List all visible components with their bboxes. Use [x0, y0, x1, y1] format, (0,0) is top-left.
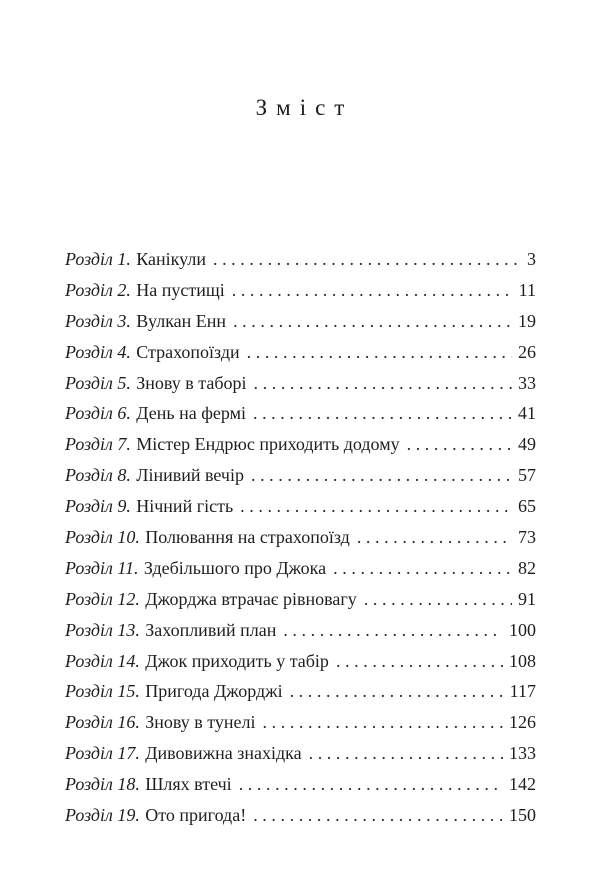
- toc-entry: Розділ 10. Полювання на страхопоїзд 73: [65, 522, 536, 553]
- toc-dot-leader: [336, 646, 503, 677]
- toc-dot-leader: [213, 244, 521, 275]
- toc-page-number: 65: [518, 496, 536, 517]
- toc-entry: Розділ 4. Страхопоїзди 26: [65, 337, 536, 368]
- toc-dot-leader: [263, 707, 503, 738]
- toc-entry-title: Джорджа втрачає рівновагу: [145, 588, 357, 609]
- toc-dot-leader: [253, 800, 503, 831]
- toc-entry-title: Полювання на страхопоїзд: [145, 527, 350, 548]
- toc-dot-leader: [251, 460, 512, 491]
- toc-dot-leader: [233, 306, 512, 337]
- toc-entry-chapter-label: Розділ 2.: [65, 279, 131, 300]
- toc-entry-title: Ото пригода!: [145, 805, 247, 826]
- toc-entry-chapter-label: Розділ 4.: [65, 341, 131, 362]
- toc-entry-title: Канікули: [136, 249, 206, 269]
- toc-entry: Розділ 15. Пригода Джорджі 117: [65, 676, 536, 707]
- toc-page-number: 108: [509, 650, 536, 671]
- toc-dot-leader: [239, 769, 503, 800]
- toc-entry: Розділ 12. Джорджа втрачає рівновагу 91: [65, 584, 536, 615]
- toc-entry: Розділ 5. Знову в таборі 33: [65, 368, 536, 399]
- toc-entry-chapter-label: Розділ 1.: [65, 249, 131, 269]
- toc-entry-chapter-label: Розділ 18.: [65, 774, 140, 795]
- toc-entry-title: Страхопоїзди: [136, 341, 240, 362]
- toc-entry: Розділ 17. Дивовижна знахідка 133: [65, 738, 536, 769]
- toc-page-number: 82: [518, 557, 536, 578]
- toc-entry: Розділ 13. Захопливий план 100: [65, 615, 536, 646]
- toc-entry: Розділ 9. Нічний гість 65: [65, 491, 536, 522]
- toc-entry-title: Лінивий вечір: [136, 465, 244, 486]
- toc-entry-title: Містер Ендрюс приходить додому: [136, 434, 400, 455]
- toc-page-number: 142: [509, 774, 536, 795]
- toc-entry-title: На пустищі: [136, 279, 225, 300]
- toc-entry-chapter-label: Розділ 11.: [65, 557, 139, 578]
- toc-page-number: 150: [509, 805, 536, 826]
- toc-entry: Розділ 1. Канікули 3: [65, 244, 536, 275]
- toc-entry-chapter-label: Розділ 17.: [65, 743, 140, 764]
- toc-dot-leader: [290, 676, 504, 707]
- toc-page-number: 100: [509, 619, 536, 640]
- toc-dot-leader: [247, 337, 512, 368]
- toc-page-number: 91: [518, 588, 536, 609]
- toc-dot-leader: [240, 491, 512, 522]
- toc-entry-chapter-label: Розділ 13.: [65, 619, 140, 640]
- toc-page-number: 126: [509, 712, 536, 733]
- toc-page-number: 3: [527, 249, 536, 269]
- toc-dot-leader: [333, 553, 512, 584]
- toc-entry-title: Пригода Джорджі: [145, 681, 283, 702]
- toc-entry-chapter-label: Розділ 16.: [65, 712, 140, 733]
- toc-dot-leader: [232, 275, 513, 306]
- toc-page-number: 26: [518, 341, 536, 362]
- toc-entry-chapter-label: Розділ 9.: [65, 496, 131, 517]
- toc-dot-leader: [364, 584, 512, 615]
- toc-entry: Розділ 8. Лінивий вечір 57: [65, 460, 536, 491]
- toc-entry-title: Захопливий план: [145, 619, 277, 640]
- toc-entry-chapter-label: Розділ 14.: [65, 650, 140, 671]
- toc-page-number: 49: [518, 434, 536, 455]
- toc-entry-title: День на фермі: [136, 403, 246, 424]
- toc-page-number: 73: [518, 527, 536, 548]
- toc-page-number: 19: [518, 310, 536, 331]
- toc-entry: Розділ 2. На пустищі 11: [65, 275, 536, 306]
- toc-entry-chapter-label: Розділ 7.: [65, 434, 131, 455]
- toc-entry-title: Джок приходить у табір: [145, 650, 329, 671]
- toc-page-number: 41: [518, 403, 536, 424]
- toc-entry: Розділ 3. Вулкан Енн 19: [65, 306, 536, 337]
- toc-entry: Розділ 18. Шлях втечі 142: [65, 769, 536, 800]
- toc-entry: Розділ 7. Містер Ендрюс приходить додому…: [65, 429, 536, 460]
- toc-entry-chapter-label: Розділ 19.: [65, 805, 140, 826]
- toc-entry-title: Шлях втечі: [145, 774, 232, 795]
- toc-dot-leader: [309, 738, 503, 769]
- toc-dot-leader: [254, 368, 512, 399]
- toc-dot-leader: [253, 398, 512, 429]
- toc-dot-leader: [407, 429, 512, 460]
- toc-entry-chapter-label: Розділ 12.: [65, 588, 140, 609]
- toc-entry-title: Вулкан Енн: [136, 310, 227, 331]
- toc-entry: Розділ 19. Ото пригода! 150: [65, 800, 536, 831]
- toc-entry-chapter-label: Розділ 15.: [65, 681, 140, 702]
- toc-entry-chapter-label: Розділ 6.: [65, 403, 131, 424]
- toc-entry-title: Нічний гість: [136, 496, 234, 517]
- toc-entry: Розділ 11. Здебільшого про Джока 82: [65, 553, 536, 584]
- toc-entry: Розділ 14. Джок приходить у табір 108: [65, 646, 536, 677]
- toc-entry-title: Знову в тунелі: [145, 712, 256, 733]
- toc-list: Розділ 1. Канікули 3 Розділ 2. На пустищ…: [65, 244, 536, 831]
- page-title: Зміст: [255, 95, 354, 120]
- toc-page-number: 11: [518, 279, 536, 300]
- toc-dot-leader: [357, 522, 512, 553]
- toc-page-number: 117: [509, 681, 536, 702]
- toc-entry: Розділ 6. День на фермі 41: [65, 398, 536, 429]
- toc-dot-leader: [283, 615, 503, 646]
- toc-entry-title: Знову в таборі: [136, 372, 247, 393]
- toc-entry-chapter-label: Розділ 8.: [65, 465, 131, 486]
- toc-entry-chapter-label: Розділ 10.: [65, 527, 140, 548]
- toc-page-number: 133: [509, 743, 536, 764]
- toc-page-number: 33: [518, 372, 536, 393]
- toc-entry-chapter-label: Розділ 3.: [65, 310, 131, 331]
- toc-entry-title: Дивовижна знахідка: [145, 743, 302, 764]
- toc-entry-title: Здебільшого про Джока: [143, 557, 327, 578]
- toc-entry-chapter-label: Розділ 5.: [65, 372, 131, 393]
- toc-entry: Розділ 16. Знову в тунелі 126: [65, 707, 536, 738]
- toc-page-number: 57: [518, 465, 536, 486]
